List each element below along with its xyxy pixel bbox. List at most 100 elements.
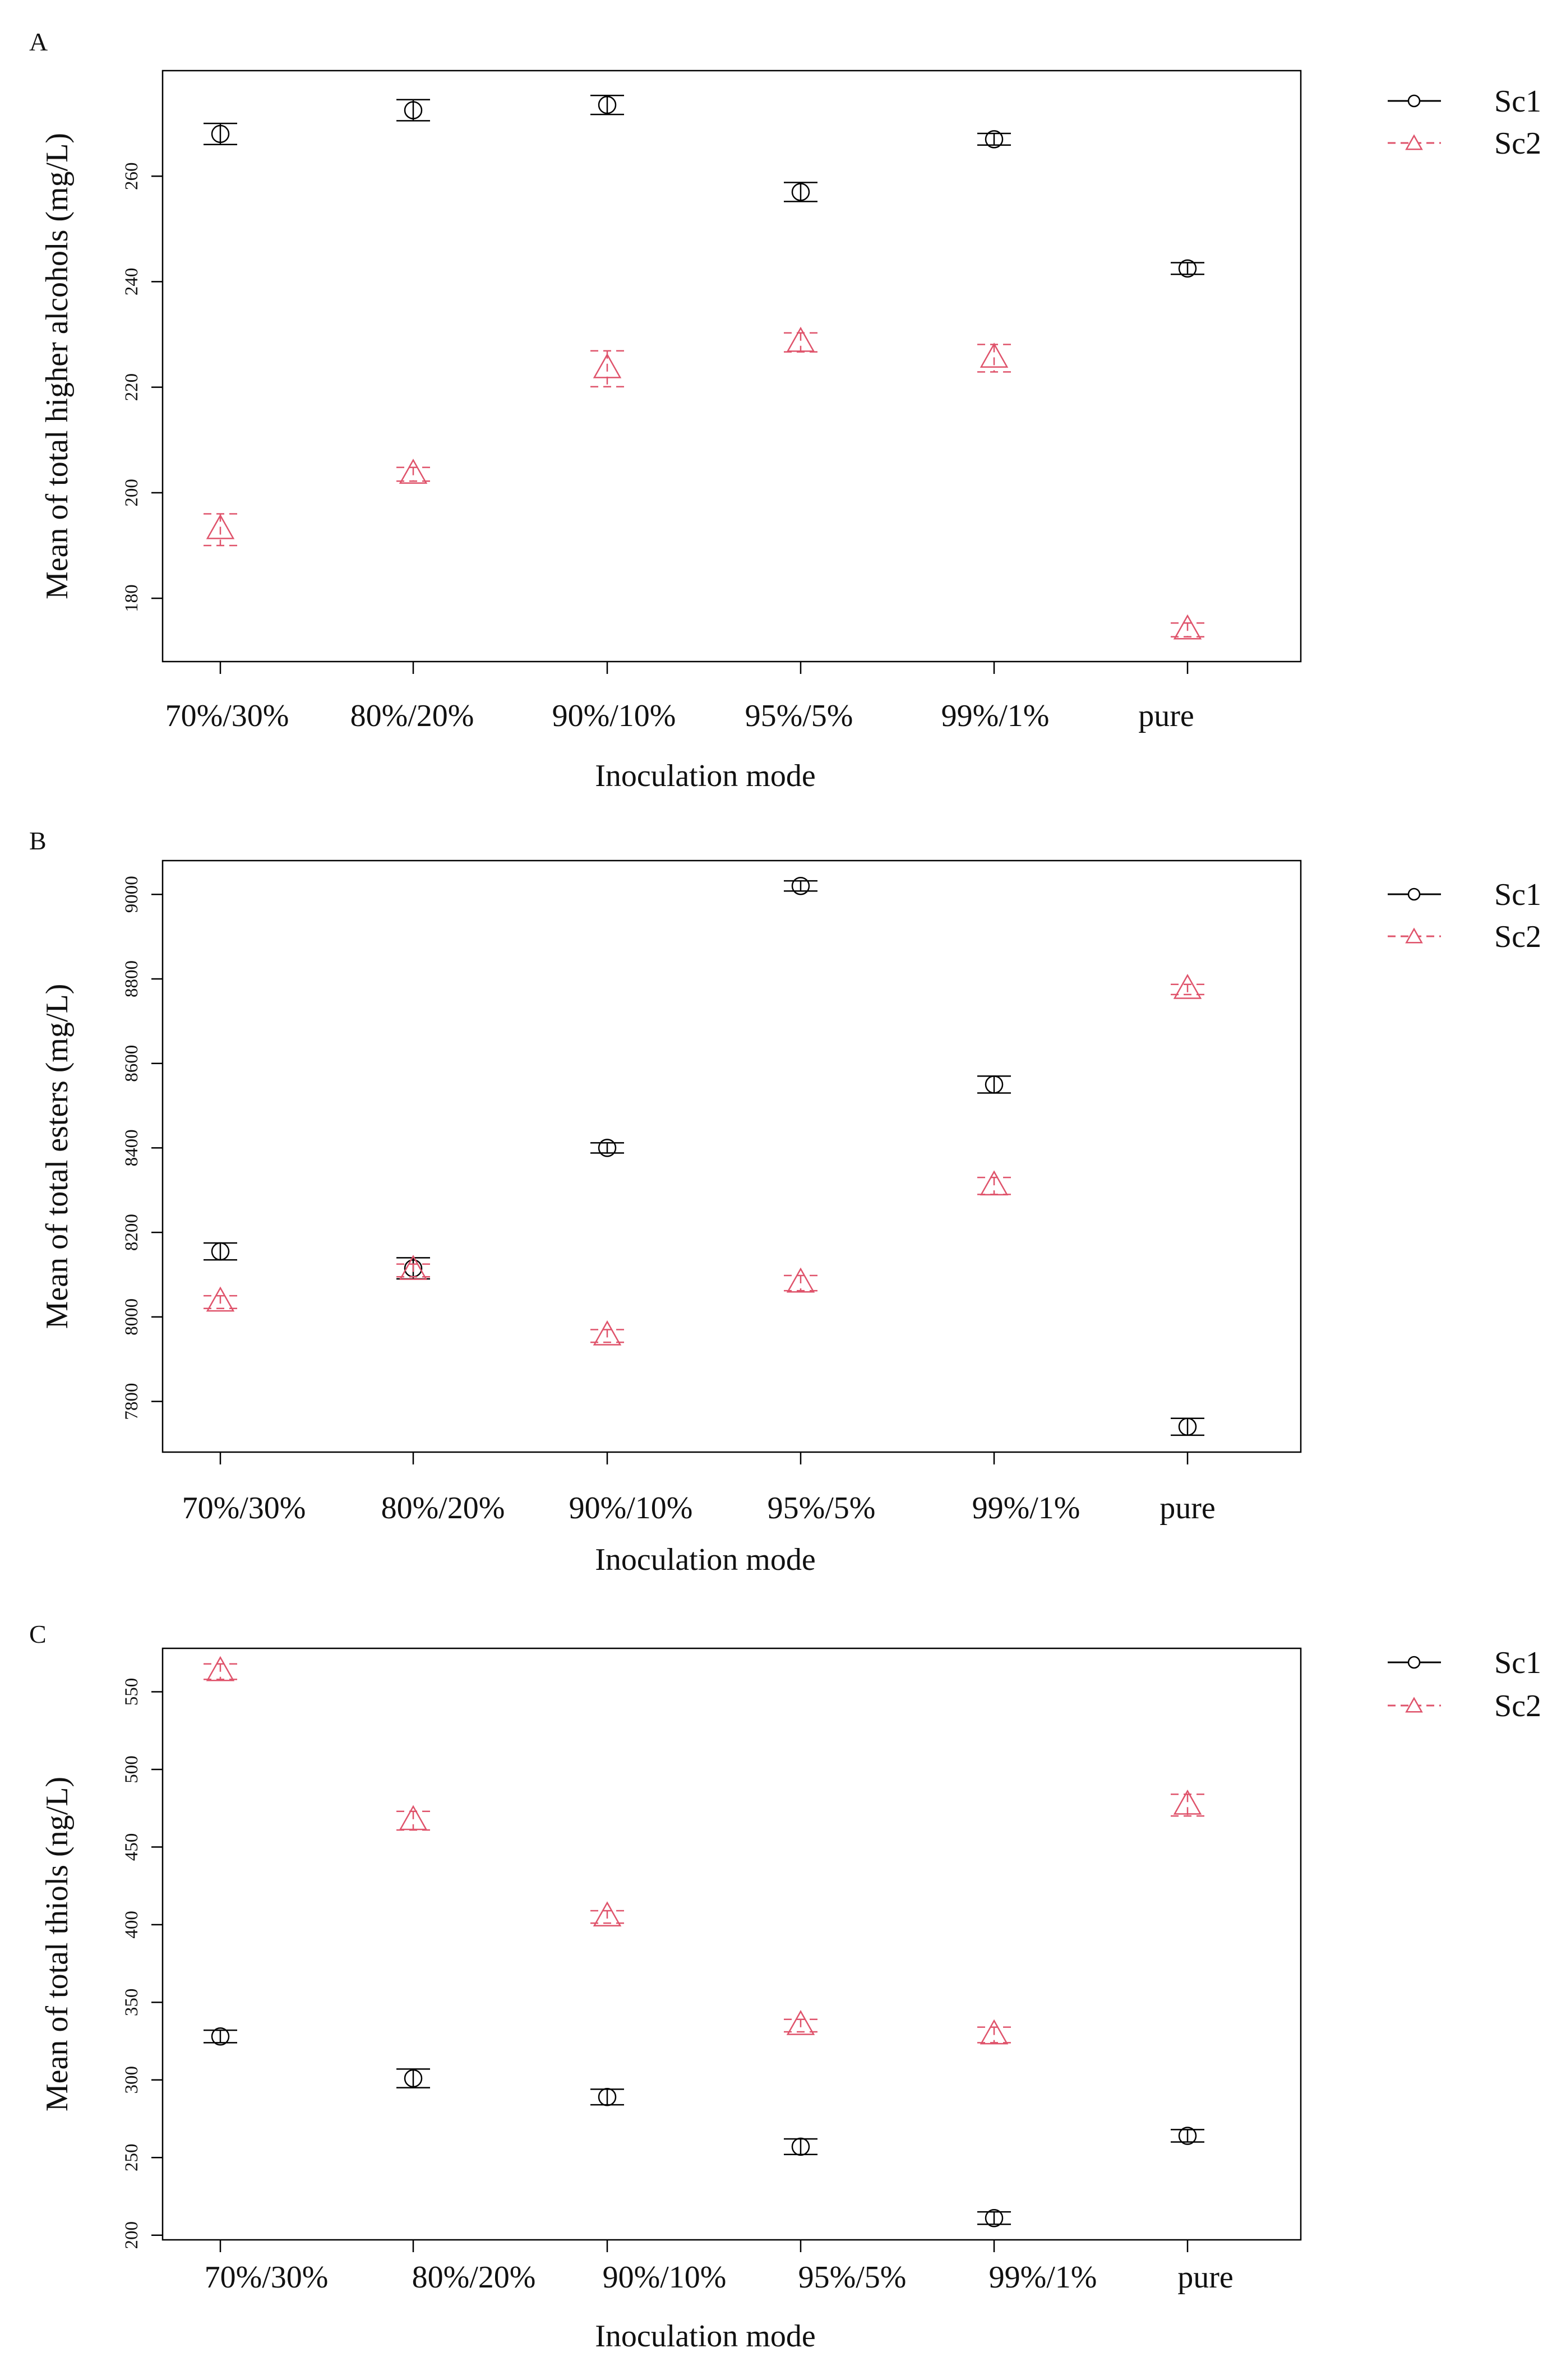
y-tick-label: 350 [122,1989,142,2017]
data-point-sc1 [1171,259,1204,278]
legend-marker-circle [1407,1656,1421,1669]
data-point-sc1 [784,182,817,202]
data-point-sc2 [784,326,817,353]
marker-circle [985,130,1004,149]
data-point-sc1 [204,2027,237,2046]
marker-circle [791,876,810,895]
marker-triangle [399,459,428,484]
data-point-sc1 [784,876,817,895]
panel-letter: B [29,826,47,855]
x-tick-label: 70%/30% [182,1491,306,1526]
legend-label-sc1: Sc1 [1494,84,1541,119]
plot-frame [161,70,1302,663]
x-axis-label: Inoculation mode [595,2319,815,2354]
marker-triangle [980,343,1009,368]
marker-triangle [206,514,235,539]
panel-c: C 200 250 300 350 400 450 500 550 70%/30% 80%/20% 9… [29,1620,1541,2354]
y-tick-label: 300 [122,2066,142,2094]
legend-marker-circle [1407,94,1421,108]
marker-circle [1178,2127,1197,2145]
y-tick-label: 260 [122,162,142,190]
marker-circle [404,2069,423,2088]
y-tick-label: 200 [122,479,142,507]
marker-circle [598,2087,617,2106]
data-point-sc2 [977,343,1011,373]
data-point-sc1 [977,2208,1011,2228]
x-tick-label: 90%/10% [552,699,676,733]
data-point-sc1 [204,1242,237,1261]
marker-triangle [786,1267,815,1293]
x-tick-label: 70%/30% [165,699,289,733]
marker-triangle [980,1170,1009,1196]
x-tick-label: 99%/1% [972,1491,1080,1526]
marker-triangle [399,1805,428,1831]
y-tick-label: 220 [122,373,142,401]
x-tick-label: 80%/20% [381,1491,505,1526]
y-tick-label: 8200 [122,1214,142,1251]
marker-circle [211,2027,230,2046]
marker-circle [211,1242,230,1261]
panel-b: B 7800 8000 8200 8400 8600 8800 9000 70%/30% 80%/… [29,826,1541,1577]
panel-letter: A [29,27,48,56]
marker-circle [211,124,230,144]
marker-circle [791,183,810,201]
x-tick-label: 95%/5% [798,2260,907,2295]
y-tick-label: 400 [122,1911,142,1939]
data-point-sc2 [396,459,430,484]
x-axis-label: Inoculation mode [595,1542,815,1577]
marker-triangle [206,1286,235,1312]
data-point-sc2 [396,1255,430,1280]
data-point-sc2 [204,1656,237,1681]
data-point-sc2 [590,1901,624,1926]
marker-triangle [399,1255,428,1280]
legend-marker-triangle [1405,927,1423,944]
data-point-sc1 [590,94,624,115]
data-point-sc1 [1171,1417,1204,1436]
marker-circle [985,1075,1004,1094]
legend-label-sc1: Sc1 [1494,1646,1541,1680]
marker-triangle [1173,973,1202,999]
data-point-sc2 [1171,973,1204,999]
y-axis-label: Mean of total higher alcohols (mg/L) [40,133,75,599]
x-axis-label: Inoculation mode [595,759,815,793]
marker-circle [1178,259,1197,278]
x-tick-label: 95%/5% [768,1491,876,1526]
plot-frame [161,859,1302,1453]
marker-circle [1178,1417,1197,1436]
data-point-sc2 [1171,614,1204,640]
data-point-sc2 [590,1320,624,1346]
data-point-sc1 [590,1139,624,1157]
panel-a: A 180 200 220 240 260 70%/30% 80%/20% 90%/10% 95%… [29,27,1541,793]
data-point-sc2 [396,1805,430,1831]
marker-triangle [786,326,815,352]
marker-triangle [593,353,622,378]
x-tick-label: 80%/20% [412,2260,536,2295]
y-tick-label: 500 [122,1755,142,1783]
data-point-sc1 [977,1075,1011,1094]
data-point-sc2 [977,2019,1011,2045]
data-point-sc1 [590,2087,624,2106]
x-tick-label: pure [1160,1491,1216,1526]
marker-circle [404,101,423,119]
x-tick-label: 95%/5% [745,699,853,733]
data-point-sc1 [1171,2127,1204,2145]
y-tick-label: 180 [122,584,142,612]
plot-frame [161,1647,1302,2241]
legend-marker-circle [1407,888,1421,901]
x-tick-label: 90%/10% [603,2260,727,2295]
data-point-sc2 [977,1170,1011,1196]
y-tick-label: 8800 [122,960,142,997]
x-tick-label: 70%/30% [205,2260,329,2295]
y-tick-label: 9000 [122,876,142,913]
data-point-sc2 [784,1267,817,1293]
x-tick-label: 80%/20% [350,699,474,733]
data-point-sc2 [204,1286,237,1312]
legend-marker-triangle [1405,134,1423,150]
marker-triangle [593,1901,622,1926]
y-tick-label: 8000 [122,1298,142,1335]
y-axis-label: Mean of total thiols (ng/L) [40,1777,75,2111]
x-tick-label: pure [1138,699,1194,733]
